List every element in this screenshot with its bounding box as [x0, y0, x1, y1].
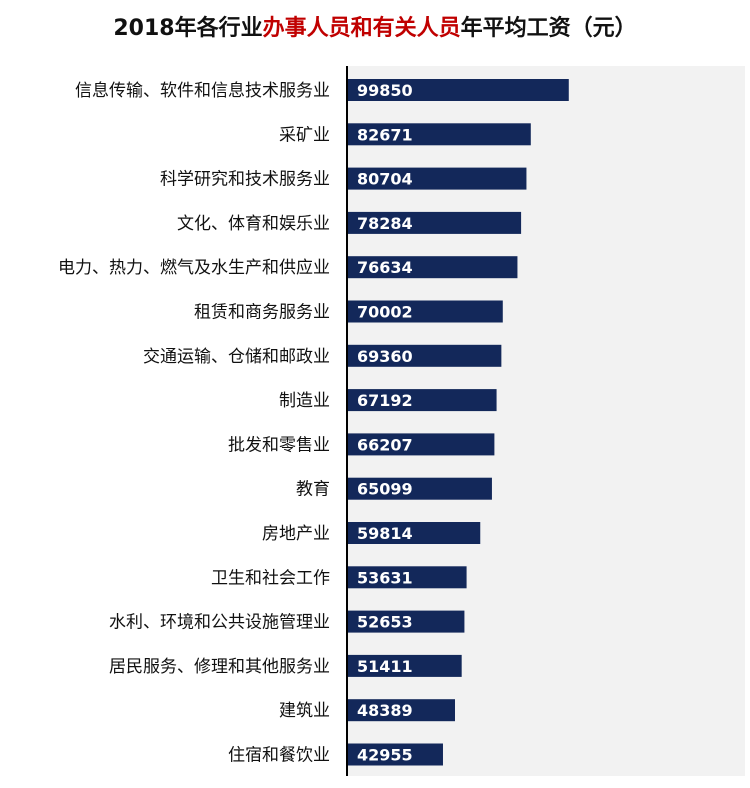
category-label-4: 电力、热力、燃气及水生产和供应业	[58, 258, 330, 278]
bar-11	[348, 566, 467, 589]
category-label-15: 住宿和餐饮业	[228, 746, 330, 766]
bar-8	[348, 433, 495, 456]
data-label-10: 59814	[357, 524, 413, 543]
bar-6	[348, 344, 502, 367]
data-label-5: 70002	[357, 303, 413, 322]
data-label-7: 67192	[357, 391, 413, 410]
category-label-7: 制造业	[279, 391, 330, 411]
data-label-1: 82671	[357, 125, 413, 144]
category-label-0: 信息传输、软件和信息技术服务业	[75, 81, 330, 101]
category-label-10: 房地产业	[262, 524, 330, 544]
category-label-12: 水利、环境和公共设施管理业	[109, 613, 330, 633]
data-label-9: 65099	[357, 480, 413, 499]
data-label-0: 99850	[357, 81, 413, 100]
category-label-13: 居民服务、修理和其他服务业	[109, 657, 330, 677]
bar-12	[348, 610, 465, 633]
chart-title: 2018年各行业办事人员和有关人员年平均工资（元）	[0, 10, 750, 42]
data-label-3: 78284	[357, 214, 413, 233]
chart-title-part-0: 2018年各行业	[113, 16, 263, 41]
bar-5	[348, 300, 503, 323]
category-label-2: 科学研究和技术服务业	[160, 170, 330, 190]
bar-14	[348, 699, 455, 722]
data-label-13: 51411	[357, 657, 413, 676]
data-label-8: 66207	[357, 435, 413, 454]
data-label-11: 53631	[357, 568, 413, 587]
data-label-6: 69360	[357, 347, 413, 366]
category-label-6: 交通运输、仓储和邮政业	[143, 347, 330, 367]
chart-title-part-1: 办事人员和有关人员	[262, 16, 461, 41]
bar-1	[348, 123, 531, 146]
category-label-14: 建筑业	[279, 701, 330, 721]
bar-10	[348, 522, 481, 544]
category-label-5: 租赁和商务服务业	[194, 303, 330, 323]
chart-title-part-2: 年平均工资（元）	[460, 16, 637, 41]
data-label-14: 48389	[357, 701, 413, 720]
data-label-15: 42955	[357, 746, 413, 765]
bar-9	[348, 477, 492, 500]
data-label-2: 80704	[357, 170, 413, 189]
bar-15	[348, 743, 443, 766]
category-label-8: 批发和零售业	[228, 435, 330, 455]
bar-0	[348, 79, 569, 101]
bar-3	[348, 211, 522, 234]
category-label-9: 教育	[296, 480, 330, 500]
category-label-1: 采矿业	[279, 125, 330, 145]
category-label-3: 文化、体育和娱乐业	[177, 214, 330, 234]
bar-4	[348, 256, 518, 279]
data-label-12: 52653	[357, 613, 413, 632]
data-label-4: 76634	[357, 258, 413, 277]
bar-7	[348, 389, 497, 412]
bar-13	[348, 654, 462, 677]
bar-2	[348, 167, 527, 190]
category-label-11: 卫生和社会工作	[211, 568, 330, 588]
